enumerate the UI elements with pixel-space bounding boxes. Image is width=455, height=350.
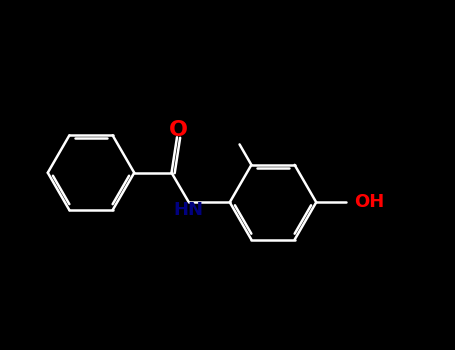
Text: HN: HN bbox=[174, 201, 204, 219]
Text: OH: OH bbox=[354, 193, 384, 211]
Text: O: O bbox=[169, 120, 188, 140]
